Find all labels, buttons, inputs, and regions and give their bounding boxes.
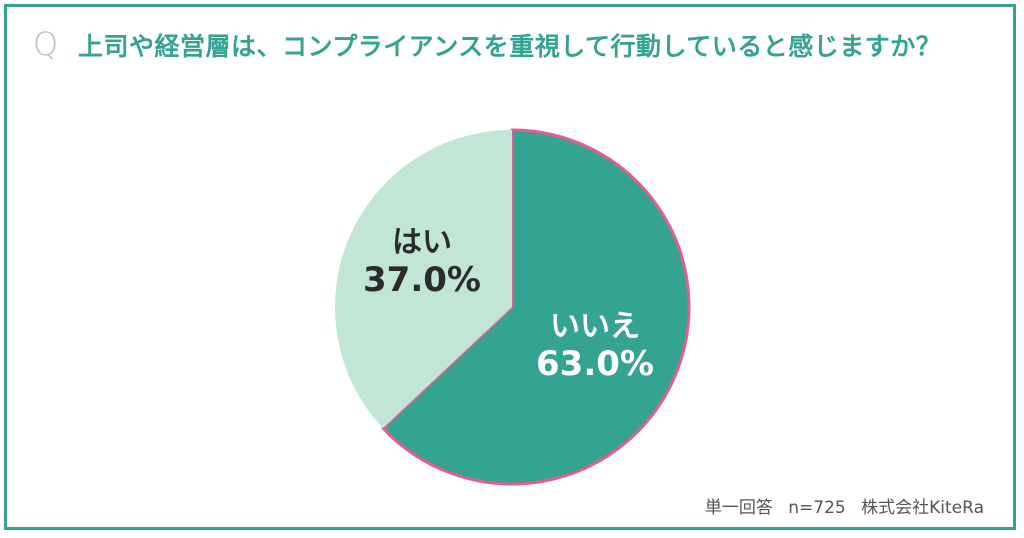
footer-sample: n=725	[788, 498, 846, 518]
footer-source: 株式会社KiteRa	[861, 498, 984, 518]
slice-value-yes: 37.0%	[363, 259, 481, 300]
pie-slices	[334, 128, 691, 486]
pie-label-no: いいえ 63.0%	[525, 309, 665, 384]
question-title: 上司や経営層は、コンプライアンスを重視して行動していると感じますか？	[78, 32, 942, 61]
chart-frame	[4, 4, 1016, 530]
pie-slice-no	[381, 128, 691, 486]
slice-label-yes: はい	[392, 225, 452, 260]
pie-slice-yes	[334, 130, 512, 429]
question-mark-icon: Q	[33, 25, 59, 63]
slice-value-no: 63.0%	[536, 343, 654, 384]
footer-note: 単一回答 n=725 株式会社KiteRa	[705, 493, 984, 518]
footer-method: 単一回答	[704, 498, 773, 518]
pie-label-yes: はい 37.0%	[362, 225, 482, 300]
slice-label-no: いいえ	[550, 309, 640, 344]
